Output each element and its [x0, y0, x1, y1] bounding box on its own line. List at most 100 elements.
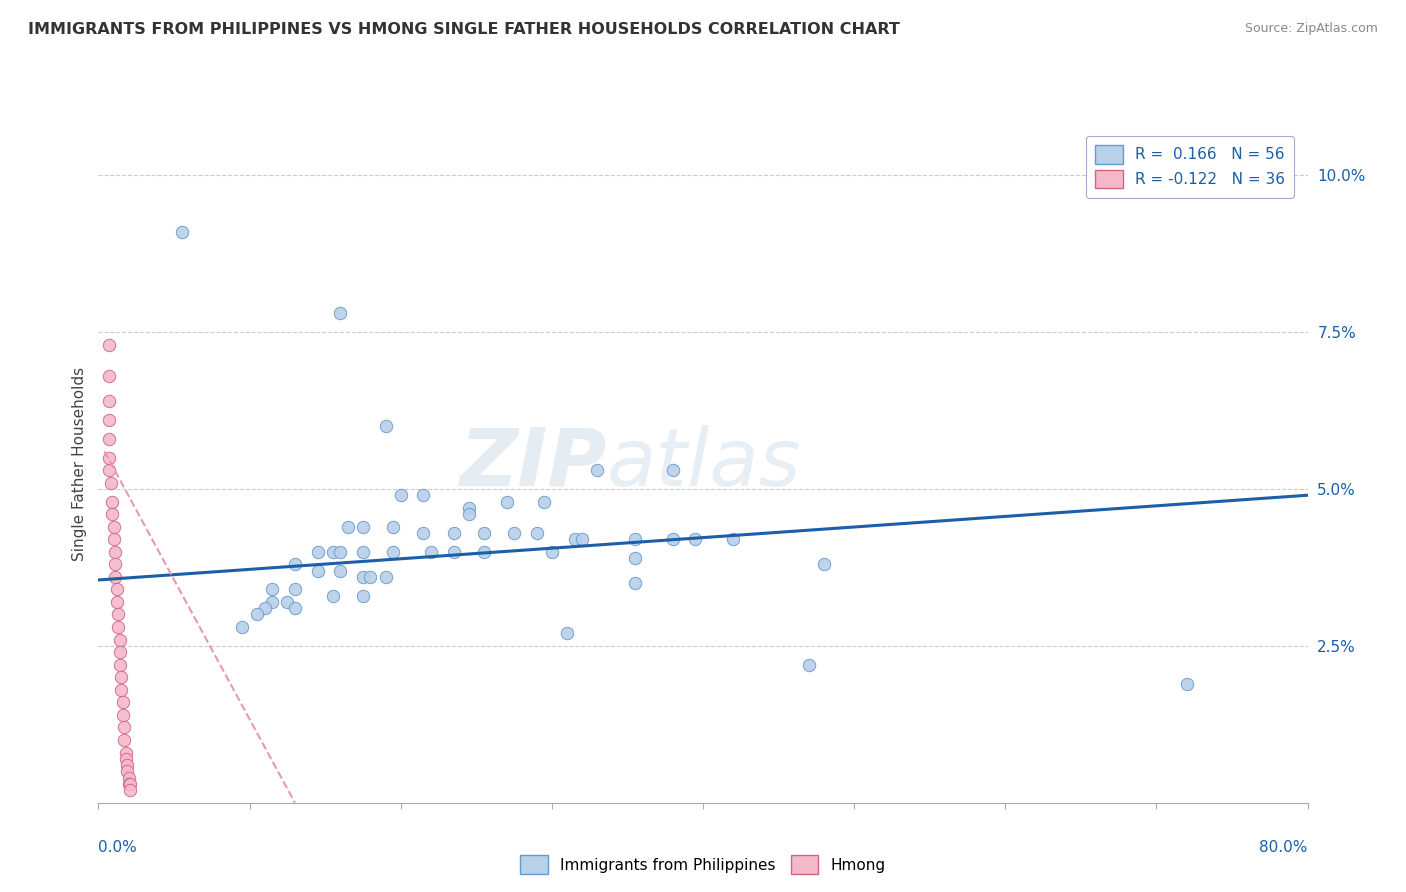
Point	[564, 532, 586, 546]
Point	[374, 419, 396, 434]
Point	[105, 582, 128, 597]
Point	[1175, 676, 1198, 690]
Point	[721, 532, 744, 546]
Point	[276, 595, 298, 609]
Point	[284, 558, 307, 572]
Point	[114, 752, 136, 766]
Point	[329, 564, 352, 578]
Legend: Immigrants from Philippines, Hmong: Immigrants from Philippines, Hmong	[515, 849, 891, 880]
Point	[571, 532, 593, 546]
Point	[412, 525, 434, 540]
Point	[661, 532, 683, 546]
Point	[336, 519, 359, 533]
Point	[685, 532, 707, 546]
Point	[114, 746, 136, 760]
Point	[253, 601, 276, 615]
Point	[661, 463, 683, 477]
Point	[307, 564, 329, 578]
Legend: R =  0.166   N = 56, R = -0.122   N = 36: R = 0.166 N = 56, R = -0.122 N = 36	[1085, 136, 1294, 198]
Point	[111, 707, 134, 722]
Point	[98, 413, 121, 427]
Point	[526, 525, 548, 540]
Point	[374, 570, 396, 584]
Point	[118, 771, 141, 785]
Point	[322, 545, 344, 559]
Point	[100, 475, 122, 490]
Point	[101, 494, 124, 508]
Text: 80.0%: 80.0%	[1260, 840, 1308, 855]
Point	[115, 764, 138, 779]
Point	[108, 632, 131, 647]
Point	[360, 570, 382, 584]
Point	[107, 607, 129, 622]
Point	[284, 601, 307, 615]
Point	[503, 525, 526, 540]
Point	[107, 620, 129, 634]
Text: Source: ZipAtlas.com: Source: ZipAtlas.com	[1244, 22, 1378, 36]
Point	[120, 783, 142, 797]
Point	[797, 657, 820, 672]
Point	[104, 570, 127, 584]
Point	[419, 545, 441, 559]
Point	[495, 494, 517, 508]
Point	[443, 545, 465, 559]
Point	[231, 620, 253, 634]
Point	[457, 500, 479, 515]
Point	[624, 576, 647, 591]
Text: ZIP: ZIP	[458, 425, 606, 503]
Point	[624, 551, 647, 566]
Point	[329, 545, 352, 559]
Point	[105, 595, 128, 609]
Point	[98, 432, 121, 446]
Y-axis label: Single Father Households: Single Father Households	[72, 367, 87, 561]
Text: 0.0%: 0.0%	[98, 840, 138, 855]
Point	[118, 777, 141, 791]
Point	[457, 507, 479, 521]
Point	[170, 225, 193, 239]
Point	[120, 777, 142, 791]
Point	[352, 570, 374, 584]
Point	[472, 525, 495, 540]
Point	[412, 488, 434, 502]
Point	[112, 721, 135, 735]
Point	[352, 589, 374, 603]
Point	[322, 589, 344, 603]
Point	[98, 463, 121, 477]
Point	[389, 488, 412, 502]
Point	[624, 532, 647, 546]
Point	[813, 558, 835, 572]
Point	[307, 545, 329, 559]
Point	[108, 657, 131, 672]
Point	[540, 545, 562, 559]
Point	[329, 306, 352, 320]
Text: IMMIGRANTS FROM PHILIPPINES VS HMONG SINGLE FATHER HOUSEHOLDS CORRELATION CHART: IMMIGRANTS FROM PHILIPPINES VS HMONG SIN…	[28, 22, 900, 37]
Point	[246, 607, 269, 622]
Point	[98, 368, 121, 383]
Point	[472, 545, 495, 559]
Point	[101, 507, 124, 521]
Text: atlas: atlas	[606, 425, 801, 503]
Point	[110, 670, 132, 684]
Point	[262, 595, 284, 609]
Point	[533, 494, 555, 508]
Point	[382, 545, 405, 559]
Point	[108, 645, 131, 659]
Point	[98, 394, 121, 409]
Point	[103, 532, 125, 546]
Point	[98, 450, 121, 465]
Point	[111, 695, 134, 709]
Point	[98, 337, 121, 351]
Point	[104, 545, 127, 559]
Point	[110, 682, 132, 697]
Point	[555, 626, 578, 640]
Point	[103, 519, 125, 533]
Point	[382, 519, 405, 533]
Point	[115, 758, 138, 772]
Point	[352, 519, 374, 533]
Point	[352, 545, 374, 559]
Point	[284, 582, 307, 597]
Point	[112, 733, 135, 747]
Point	[104, 558, 127, 572]
Point	[262, 582, 284, 597]
Point	[586, 463, 609, 477]
